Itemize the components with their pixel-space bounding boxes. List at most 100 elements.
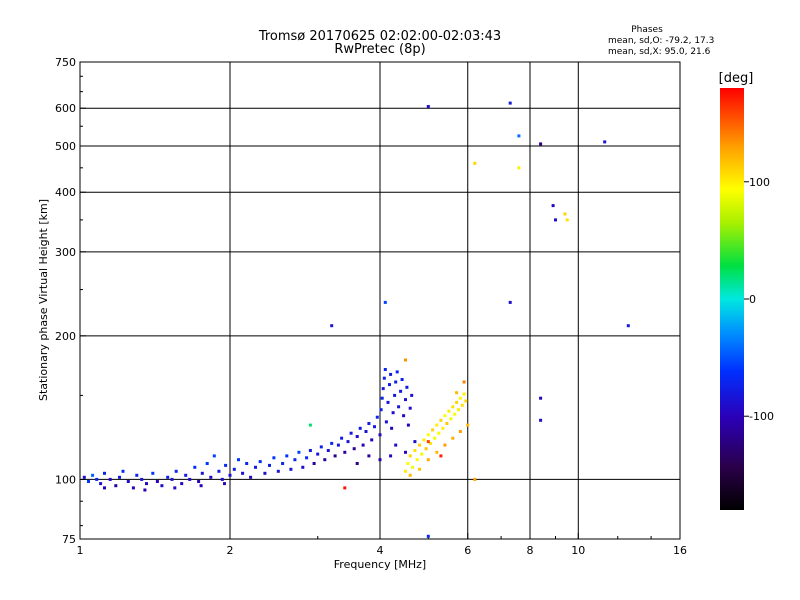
data-points bbox=[82, 101, 630, 538]
data-point bbox=[217, 469, 221, 473]
data-point bbox=[451, 405, 455, 409]
data-point bbox=[394, 443, 398, 447]
data-point bbox=[373, 425, 376, 429]
data-point bbox=[193, 465, 197, 469]
data-point bbox=[197, 480, 201, 483]
data-point bbox=[565, 218, 569, 222]
data-point bbox=[293, 458, 297, 462]
x-axis-label: Frequency [MHz] bbox=[334, 558, 426, 571]
data-point bbox=[443, 443, 447, 447]
data-point bbox=[400, 378, 404, 381]
data-point bbox=[174, 469, 178, 473]
chart-title: Tromsø 20170625 02:02:00-02:03:43 bbox=[258, 29, 501, 44]
data-point bbox=[395, 370, 399, 374]
data-point bbox=[426, 105, 430, 108]
data-point bbox=[408, 454, 412, 458]
data-point bbox=[170, 477, 174, 481]
data-point bbox=[340, 436, 344, 440]
data-point bbox=[188, 477, 192, 481]
data-point bbox=[422, 438, 426, 442]
data-point bbox=[223, 482, 226, 486]
data-point bbox=[135, 473, 139, 477]
x-tick-label: 16 bbox=[673, 544, 687, 557]
data-point bbox=[367, 422, 371, 425]
data-point bbox=[118, 475, 121, 479]
data-point bbox=[420, 452, 424, 456]
data-point bbox=[405, 385, 409, 389]
data-point bbox=[367, 454, 371, 458]
data-point bbox=[103, 471, 106, 475]
phases-x-stats: mean, sd,X: 95.0, 21.6 bbox=[608, 47, 711, 57]
data-point bbox=[426, 440, 430, 444]
data-point bbox=[82, 475, 86, 479]
data-point bbox=[447, 409, 451, 413]
data-point bbox=[381, 387, 385, 391]
data-point bbox=[408, 406, 412, 410]
data-point bbox=[410, 393, 414, 397]
data-point bbox=[380, 396, 384, 400]
data-point bbox=[393, 393, 397, 397]
data-point bbox=[563, 212, 567, 216]
data-point bbox=[370, 438, 374, 442]
y-tick-label: 500 bbox=[55, 140, 76, 153]
data-point bbox=[308, 449, 312, 452]
data-point bbox=[364, 430, 368, 433]
data-point bbox=[323, 458, 327, 462]
data-point bbox=[402, 414, 406, 418]
data-point bbox=[126, 480, 130, 483]
data-point bbox=[428, 441, 432, 445]
data-point bbox=[143, 488, 147, 492]
data-point bbox=[386, 400, 390, 404]
axis-ticks: 1 2 4 6 8 10 16 75 100 200 300 400 500 600 750 bbox=[55, 56, 687, 557]
data-point bbox=[330, 324, 334, 328]
data-point bbox=[352, 447, 356, 451]
data-point bbox=[413, 449, 417, 452]
data-point bbox=[180, 482, 184, 486]
data-point bbox=[437, 431, 441, 435]
data-point bbox=[205, 462, 209, 465]
data-point bbox=[199, 484, 203, 488]
data-point bbox=[390, 426, 394, 430]
data-point bbox=[466, 423, 470, 427]
data-point bbox=[445, 422, 449, 425]
data-point bbox=[312, 462, 316, 465]
data-point bbox=[276, 469, 280, 473]
data-point bbox=[241, 471, 245, 475]
data-point bbox=[384, 420, 388, 424]
data-point bbox=[391, 411, 395, 415]
data-point bbox=[539, 142, 543, 146]
data-point bbox=[508, 300, 512, 304]
colorbar bbox=[720, 88, 744, 510]
x-tick-label: 6 bbox=[464, 544, 471, 557]
data-point bbox=[473, 161, 477, 165]
data-point bbox=[289, 467, 293, 471]
data-point bbox=[406, 423, 410, 427]
data-point bbox=[462, 392, 466, 396]
data-point bbox=[408, 473, 412, 477]
data-point bbox=[245, 462, 249, 465]
data-point bbox=[626, 324, 630, 328]
data-point bbox=[388, 383, 391, 387]
data-point bbox=[426, 458, 430, 462]
data-point bbox=[209, 475, 213, 479]
data-point bbox=[326, 449, 330, 452]
data-point bbox=[258, 460, 262, 464]
data-point bbox=[173, 486, 177, 490]
data-point bbox=[343, 450, 347, 454]
data-point bbox=[346, 440, 350, 444]
data-point bbox=[375, 415, 379, 419]
data-point bbox=[404, 450, 407, 454]
data-point bbox=[91, 473, 95, 477]
data-point bbox=[404, 398, 407, 402]
data-point bbox=[268, 463, 271, 467]
data-point bbox=[232, 467, 236, 471]
data-point bbox=[411, 465, 415, 469]
data-point bbox=[458, 396, 462, 400]
data-point bbox=[457, 408, 460, 412]
data-point bbox=[301, 465, 305, 469]
data-point bbox=[383, 300, 387, 304]
data-point bbox=[355, 435, 359, 438]
data-point bbox=[108, 477, 112, 481]
data-point bbox=[330, 441, 334, 445]
grid-lines bbox=[80, 62, 680, 539]
